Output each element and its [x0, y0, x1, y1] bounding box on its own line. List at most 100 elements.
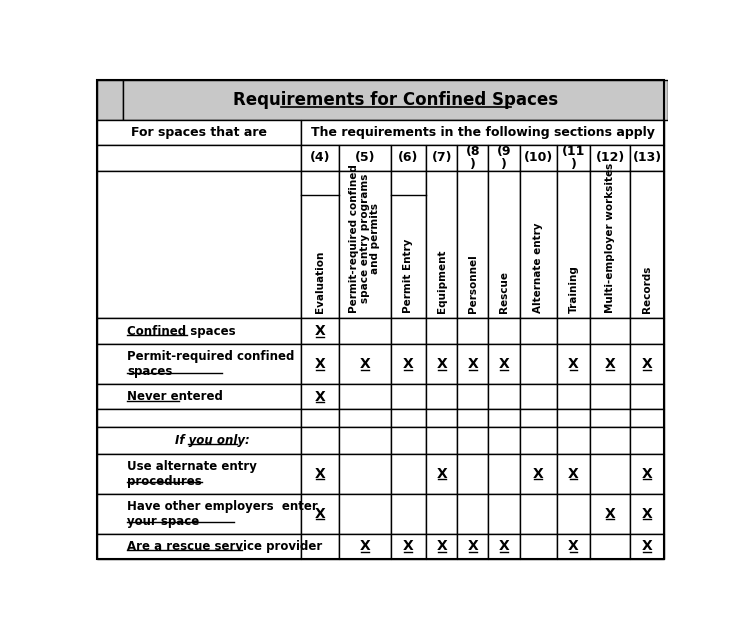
Text: Alternate entry: Alternate entry	[533, 222, 543, 313]
Text: (11
): (11 )	[562, 145, 585, 171]
Bar	[301, 171, 339, 318]
Bar	[557, 318, 590, 344]
Bar	[457, 534, 488, 559]
Text: The requirements in the following sections apply: The requirements in the following sectio…	[311, 126, 654, 138]
Bar	[96, 494, 301, 534]
Bar	[426, 427, 457, 454]
Bar	[557, 384, 590, 410]
Text: X: X	[315, 507, 326, 521]
Bar	[301, 410, 339, 427]
Bar	[590, 384, 630, 410]
Bar	[339, 318, 390, 344]
Bar	[519, 454, 557, 494]
Bar	[339, 171, 390, 318]
Bar	[339, 145, 390, 171]
Bar	[590, 410, 630, 427]
Bar	[519, 344, 557, 384]
Text: X: X	[568, 358, 579, 372]
Bar	[301, 454, 339, 494]
Text: Are a rescue service provider: Are a rescue service provider	[127, 540, 323, 553]
Bar	[630, 318, 664, 344]
Bar	[426, 145, 457, 171]
Bar	[339, 534, 390, 559]
Bar	[426, 384, 457, 410]
Text: X: X	[533, 467, 544, 481]
Bar	[426, 344, 457, 384]
Bar	[390, 344, 426, 384]
Text: X: X	[315, 324, 326, 338]
Bar	[488, 454, 519, 494]
Text: (7): (7)	[432, 152, 452, 164]
Bar	[519, 145, 557, 171]
Text: Equipment: Equipment	[437, 250, 447, 313]
Bar	[488, 384, 519, 410]
Text: (10): (10)	[524, 152, 553, 164]
Bar	[557, 344, 590, 384]
Bar	[426, 318, 457, 344]
Text: X: X	[605, 507, 615, 521]
Text: (6): (6)	[398, 152, 418, 164]
Bar	[519, 534, 557, 559]
Bar	[519, 427, 557, 454]
Bar	[96, 171, 301, 318]
Bar	[339, 344, 390, 384]
Bar	[457, 384, 488, 410]
Text: Never entered: Never entered	[127, 391, 223, 403]
Text: Permit Entry: Permit Entry	[404, 239, 413, 313]
Bar	[390, 494, 426, 534]
Bar	[426, 410, 457, 427]
Bar	[557, 534, 590, 559]
Text: X: X	[467, 539, 479, 553]
Text: Multi-employer worksites: Multi-employer worksites	[605, 163, 615, 313]
Bar	[301, 119, 664, 145]
Bar	[96, 145, 301, 171]
Text: Permit-required confined
space entry programs
and permits: Permit-required confined space entry pro…	[349, 164, 381, 313]
Bar	[339, 454, 390, 494]
Bar	[519, 171, 557, 318]
Bar	[630, 494, 664, 534]
Text: Rescue: Rescue	[499, 271, 509, 313]
Text: (8
): (8 )	[466, 145, 480, 171]
Text: Use alternate entry
procedures: Use alternate entry procedures	[127, 459, 257, 488]
Bar	[426, 534, 457, 559]
Bar	[457, 410, 488, 427]
Bar	[557, 171, 590, 318]
Bar	[301, 145, 339, 171]
Bar	[96, 454, 301, 494]
Bar	[339, 427, 390, 454]
Text: X: X	[499, 358, 510, 372]
Text: Evaluation: Evaluation	[315, 251, 325, 313]
Bar	[390, 145, 426, 171]
Bar	[630, 454, 664, 494]
Bar	[301, 427, 339, 454]
Bar	[390, 318, 426, 344]
Bar	[590, 534, 630, 559]
Bar	[301, 534, 339, 559]
Bar	[390, 171, 426, 318]
Text: X: X	[315, 390, 326, 404]
Bar	[457, 494, 488, 534]
Bar	[457, 344, 488, 384]
Bar	[457, 318, 488, 344]
Bar	[96, 410, 301, 427]
Bar	[590, 427, 630, 454]
Bar	[488, 318, 519, 344]
Bar	[519, 494, 557, 534]
Bar	[488, 410, 519, 427]
Bar	[390, 410, 426, 427]
Text: X: X	[642, 358, 652, 372]
Text: X: X	[359, 539, 370, 553]
Bar	[557, 410, 590, 427]
Bar	[123, 80, 669, 119]
Bar	[96, 80, 123, 119]
Text: Records: Records	[642, 266, 652, 313]
Bar	[630, 410, 664, 427]
Bar	[590, 171, 630, 318]
Bar	[96, 384, 301, 410]
Text: X: X	[605, 358, 615, 372]
Bar	[519, 318, 557, 344]
Bar	[488, 171, 519, 318]
Text: X: X	[315, 467, 326, 481]
Bar	[488, 534, 519, 559]
Bar	[630, 171, 664, 318]
